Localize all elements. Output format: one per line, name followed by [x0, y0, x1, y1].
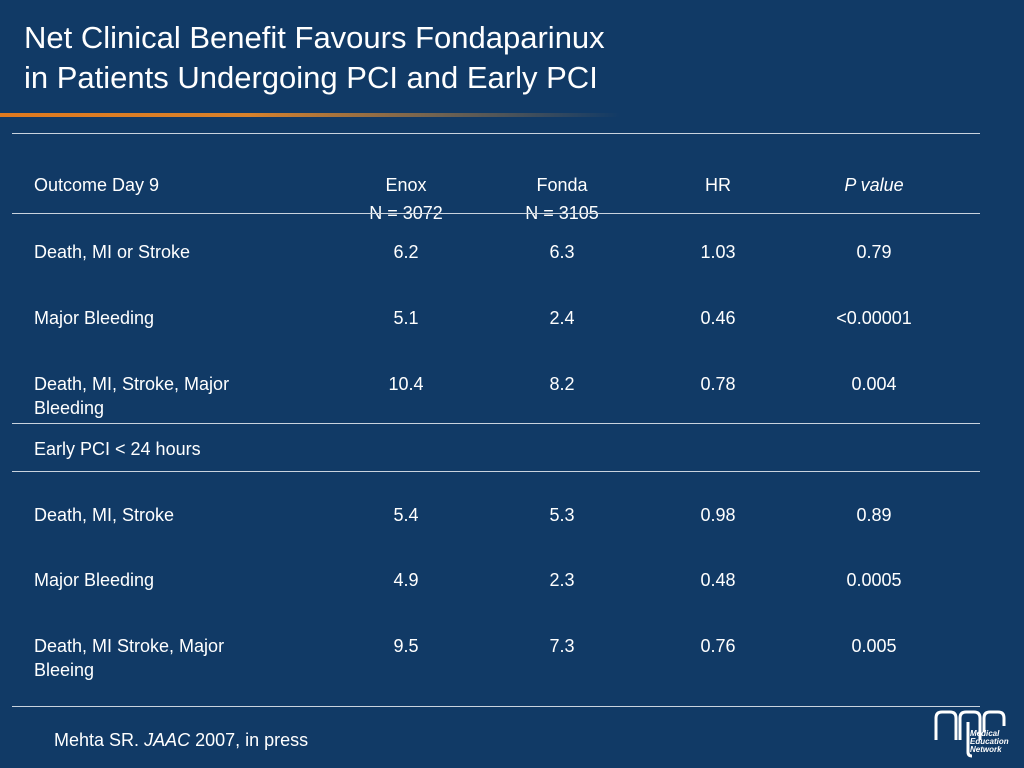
row-outcome: Major Bleeding [34, 570, 155, 590]
section-bottom-rule [12, 471, 980, 472]
row-fonda: 5.3 [549, 505, 575, 525]
header-enox: Enox N = 3072 [342, 173, 470, 225]
row-p: 0.0005 [846, 570, 902, 590]
row-fonda: 7.3 [549, 636, 575, 656]
row-fonda: 6.3 [549, 242, 575, 262]
row-fonda: 8.2 [549, 374, 575, 394]
citation-author: Mehta SR. [54, 730, 140, 750]
section-top-rule [12, 423, 980, 424]
header-enox-label: Enox [385, 175, 427, 195]
row-p: 0.004 [851, 374, 897, 394]
row-hr: 0.48 [700, 570, 736, 590]
citation: Mehta SR. JAAC 2007, in press [54, 728, 308, 752]
citation-journal: JAAC [144, 730, 191, 750]
logo-word-2: Education [970, 737, 1009, 746]
logo-arch-3 [982, 710, 1006, 732]
logo-arch-2 [958, 710, 982, 740]
row-enox: 5.1 [393, 308, 419, 328]
row-enox: 6.2 [393, 242, 419, 262]
row-enox: 4.9 [393, 570, 419, 590]
row-outcome: Death, MI, Stroke [34, 505, 175, 525]
row-outcome: Death, MI Stroke, Major Bleeing [34, 636, 225, 680]
results-table: Outcome Day 9 Enox N = 3072 Fonda N = 31… [12, 133, 980, 707]
slide-title: Net Clinical Benefit Favours Fondaparinu… [24, 18, 605, 98]
header-hr: HR [705, 175, 731, 195]
title-line-2: in Patients Undergoing PCI and Early PCI [24, 60, 598, 95]
header-rule [12, 213, 980, 214]
row-hr: 0.76 [700, 636, 736, 656]
title-accent-rule [0, 113, 620, 117]
row-outcome: Major Bleeding [34, 308, 155, 328]
logo-wordmark: Medical Education Network [970, 730, 1009, 754]
citation-details: 2007, in press [195, 730, 309, 750]
table-top-rule [12, 133, 980, 134]
header-fonda: Fonda N = 3105 [498, 173, 626, 225]
header-p-value: P value [844, 175, 904, 195]
logo-stem [966, 722, 973, 758]
row-enox: 10.4 [388, 374, 424, 394]
title-line-1: Net Clinical Benefit Favours Fondaparinu… [24, 20, 605, 55]
row-hr: 0.46 [700, 308, 736, 328]
row-enox: 9.5 [393, 636, 419, 656]
row-hr: 1.03 [700, 242, 736, 262]
header-fonda-label: Fonda [536, 175, 588, 195]
row-fonda: 2.4 [549, 308, 575, 328]
row-p: <0.00001 [836, 308, 912, 328]
logo-arch-1 [934, 710, 958, 740]
medical-education-network-logo [934, 710, 1006, 758]
table-bottom-rule [12, 706, 980, 707]
row-p: 0.79 [856, 242, 892, 262]
logo-word-1: Medical [970, 729, 1000, 738]
row-outcome: Death, MI or Stroke [34, 242, 191, 262]
row-fonda: 2.3 [549, 570, 575, 590]
row-hr: 0.78 [700, 374, 736, 394]
row-enox: 5.4 [393, 505, 419, 525]
header-outcome: Outcome Day 9 [34, 175, 160, 195]
row-outcome: Death, MI, Stroke, Major Bleeding [34, 374, 230, 418]
section-label: Early PCI < 24 hours [34, 439, 201, 459]
row-p: 0.89 [856, 505, 892, 525]
row-p: 0.005 [851, 636, 897, 656]
row-hr: 0.98 [700, 505, 736, 525]
logo-word-3: Network [970, 745, 1002, 754]
